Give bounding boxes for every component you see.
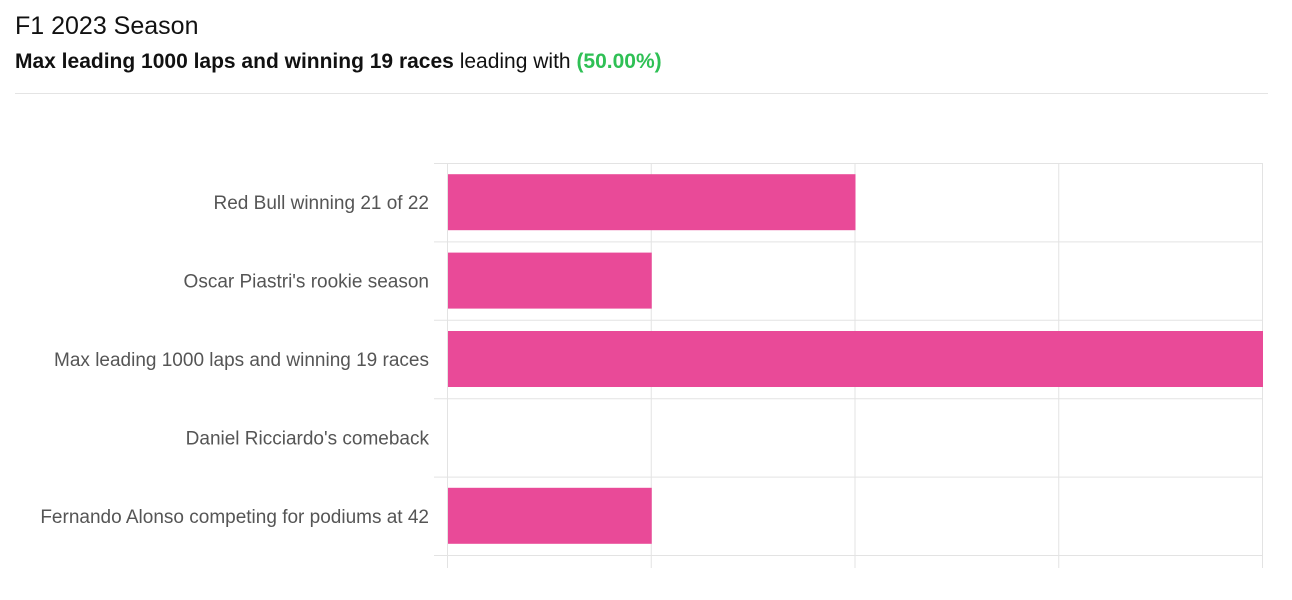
- category-label-0: Red Bull winning 21 of 22: [214, 193, 429, 214]
- category-label-3: Daniel Ricciardo's comeback: [186, 428, 430, 449]
- bar-0: [448, 174, 856, 231]
- header-divider: [15, 93, 1268, 94]
- page-title: F1 2023 Season: [15, 12, 199, 40]
- category-label-1: Oscar Piastri's rookie season: [184, 272, 429, 293]
- chart-category-labels: Red Bull winning 21 of 22 Oscar Piastri's…: [40, 193, 429, 528]
- bar-4: [448, 487, 652, 544]
- leader-percent: (50.00%): [576, 50, 662, 73]
- leader-summary: Max leading 1000 laps and winning 19 rac…: [15, 50, 662, 74]
- category-label-2: Max leading 1000 laps and winning 19 rac…: [54, 350, 429, 371]
- bar-2: [448, 331, 1263, 387]
- category-label-4: Fernando Alonso competing for podiums at…: [40, 507, 429, 528]
- leading-text: leading with: [459, 50, 571, 73]
- bar-1: [448, 252, 652, 309]
- chart-bars: [448, 174, 1263, 544]
- leader-name: Max leading 1000 laps and winning 19 rac…: [15, 50, 454, 73]
